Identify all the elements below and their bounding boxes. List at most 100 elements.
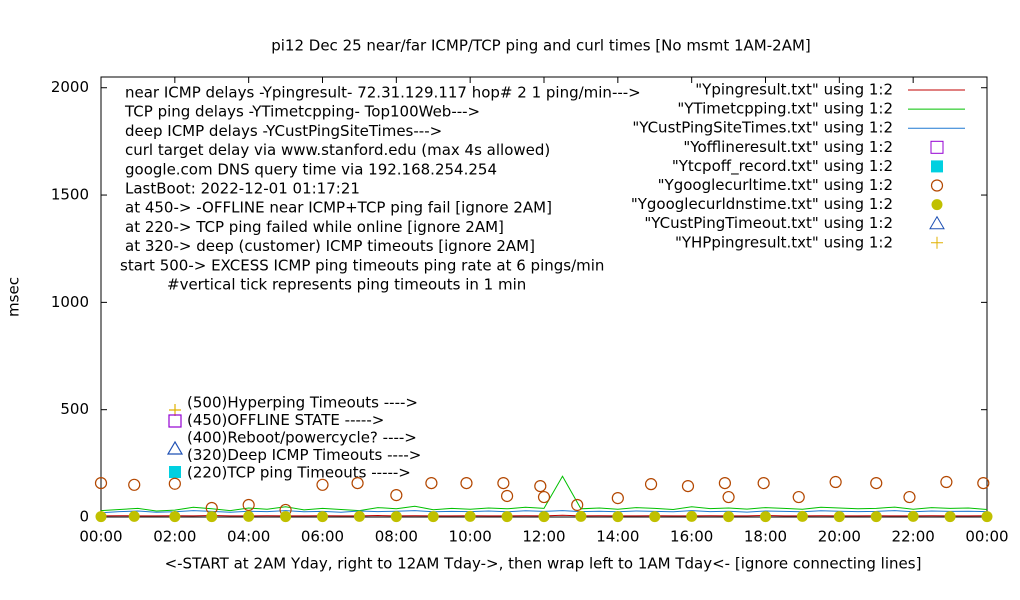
point <box>612 511 624 523</box>
marker-note: (400)Reboot/powercycle? ----> <box>187 429 417 447</box>
x-tick-label: 22:00 <box>892 528 935 546</box>
triangle-symbol <box>166 440 184 455</box>
point <box>500 489 514 503</box>
point <box>829 475 842 489</box>
annotation: TCP ping delays -YTimetcpping- Top100Web… <box>124 103 480 121</box>
x-tick-label: 04:00 <box>227 528 270 546</box>
point <box>571 498 584 512</box>
point <box>390 511 402 523</box>
y-axis-label: msec <box>5 277 23 317</box>
point <box>460 476 473 490</box>
legend-label: "YHPpingresult.txt" using 1:2 <box>675 233 893 251</box>
x-axis-label: <-START at 2AM Yday, right to 12AM Tday-… <box>165 555 922 573</box>
marker-note: (320)Deep ICMP Timeouts ----> <box>187 446 421 464</box>
point <box>796 510 808 522</box>
annotation: #vertical tick represents ping timeouts … <box>167 276 526 294</box>
point <box>464 510 476 522</box>
point <box>206 511 218 523</box>
point <box>903 490 916 504</box>
y-tick-label: 2000 <box>51 78 89 96</box>
point <box>95 511 107 523</box>
point <box>169 511 181 523</box>
legend-swatch <box>931 199 943 211</box>
legend-label: "Ygooglecurltime.txt" using 1:2 <box>658 176 893 194</box>
x-tick-label: 12:00 <box>522 528 565 546</box>
point <box>870 476 883 490</box>
point <box>718 476 731 490</box>
point <box>981 511 993 523</box>
legend-label: "YCustPingTimeout.txt" using 1:2 <box>644 214 893 232</box>
point <box>534 479 547 493</box>
point <box>317 511 328 523</box>
annotation: near ICMP delays -Ypingresult- 72.31.129… <box>125 84 641 102</box>
filled-square-symbol <box>169 466 181 478</box>
annotation: at 450-> -OFFLINE near ICMP+TCP ping fai… <box>125 199 552 217</box>
point <box>351 476 364 490</box>
point <box>353 510 365 522</box>
point <box>497 476 510 490</box>
x-tick-label: 00:00 <box>965 528 1008 546</box>
annotation: deep ICMP delays -YCustPingSiteTimes---> <box>125 122 442 140</box>
point <box>644 478 658 491</box>
legend-label: "Ygooglecurldnstime.txt" using 1:2 <box>631 195 893 213</box>
x-tick-label: 16:00 <box>670 528 713 546</box>
legend-swatch <box>930 179 944 192</box>
series-line <box>100 475 988 512</box>
point <box>757 476 770 490</box>
annotation: curl target delay via www.stanford.edu (… <box>125 141 550 159</box>
point <box>243 510 255 522</box>
legend-swatch <box>929 215 945 230</box>
x-tick-label: 00:00 <box>79 528 122 546</box>
point <box>723 511 735 523</box>
y-tick-label: 1500 <box>51 186 89 204</box>
point <box>575 510 587 522</box>
annotation: at 220-> TCP ping failed while online [i… <box>125 218 504 236</box>
point <box>977 476 990 490</box>
point <box>537 490 551 504</box>
chart-title: pi12 Dec 25 near/far ICMP/TCP ping and c… <box>271 37 811 55</box>
legend-label: "Ytcpoff_record.txt" using 1:2 <box>672 157 893 176</box>
x-tick-label: 02:00 <box>153 528 196 546</box>
annotation: google.com DNS query time via 192.168.25… <box>125 160 497 178</box>
point <box>427 511 439 523</box>
point <box>792 490 805 504</box>
legend-swatch <box>930 140 944 154</box>
x-tick-label: 18:00 <box>744 528 787 546</box>
marker-note: (450)OFFLINE STATE -----> <box>187 411 384 429</box>
point <box>501 511 513 523</box>
x-tick-label: 08:00 <box>375 528 418 546</box>
legend-label: "YCustPingSiteTimes.txt" using 1:2 <box>632 119 893 137</box>
point <box>390 489 403 502</box>
point <box>870 511 882 523</box>
point <box>168 477 181 490</box>
point <box>128 478 141 491</box>
point <box>316 478 329 491</box>
point <box>686 510 698 522</box>
point <box>681 479 695 493</box>
y-tick-label: 0 <box>79 508 89 526</box>
note-symbols <box>166 404 184 478</box>
x-tick-label: 10:00 <box>449 528 492 546</box>
point <box>538 511 550 523</box>
legend-label: "YTimetcpping.txt" using 1:2 <box>677 100 893 118</box>
point <box>833 511 845 523</box>
marker-note: (500)Hyperping Timeouts ----> <box>187 394 418 412</box>
legend-swatch <box>931 160 943 173</box>
point <box>907 510 919 522</box>
point <box>611 492 624 505</box>
point <box>944 511 956 523</box>
annotation: at 320-> deep (customer) ICMP timeouts [… <box>125 237 535 255</box>
legend-label: "Yofflineresult.txt" using 1:2 <box>683 138 893 156</box>
annotation: LastBoot: 2022-12-01 01:17:21 <box>125 180 360 198</box>
plus-symbol <box>169 404 181 416</box>
point <box>940 475 953 489</box>
legend-swatch <box>931 236 943 249</box>
x-tick-label: 20:00 <box>818 528 861 546</box>
legend-label: "Ypingresult.txt" using 1:2 <box>695 81 893 99</box>
marker-note: (220)TCP ping Timeouts -----> <box>187 464 411 482</box>
annotation: start 500-> EXCESS ICMP ping timeouts pi… <box>120 256 604 274</box>
point <box>722 490 735 504</box>
x-tick-label: 06:00 <box>301 528 344 546</box>
point <box>280 511 292 523</box>
